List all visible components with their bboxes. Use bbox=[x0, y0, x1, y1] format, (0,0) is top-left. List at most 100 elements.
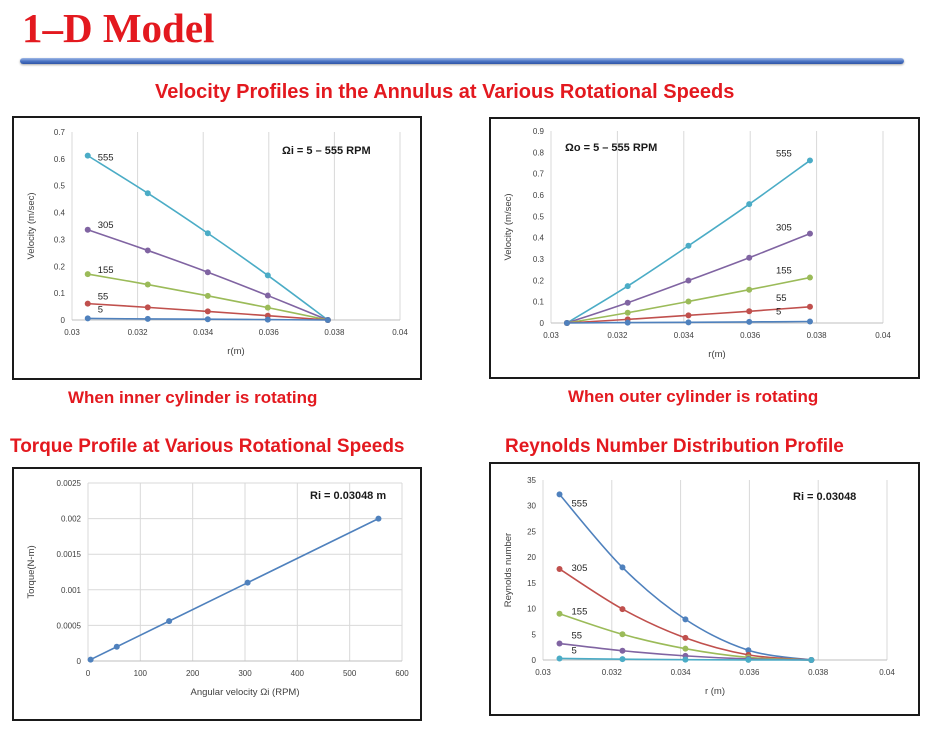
outer-cylinder-caption: When outer cylinder is rotating bbox=[568, 387, 819, 406]
series-label: 55 bbox=[776, 293, 787, 304]
data-point bbox=[264, 272, 271, 279]
data-point bbox=[685, 298, 692, 305]
data-point bbox=[806, 303, 813, 310]
data-point bbox=[563, 320, 570, 326]
series-label: 305 bbox=[98, 220, 114, 231]
data-point bbox=[624, 309, 631, 316]
data-point bbox=[244, 579, 251, 586]
data-point bbox=[264, 292, 271, 299]
y-tick-label: 0.4 bbox=[54, 209, 66, 218]
y-tick-label: 0 bbox=[77, 657, 82, 666]
y-tick-label: 35 bbox=[527, 476, 536, 485]
data-point bbox=[204, 230, 211, 237]
y-tick-label: 0.5 bbox=[54, 182, 66, 191]
x-axis-title: r (m) bbox=[705, 686, 725, 697]
data-point bbox=[746, 318, 753, 325]
x-tick-label: 500 bbox=[343, 669, 357, 678]
y-tick-label: 0 bbox=[540, 319, 545, 328]
data-point bbox=[204, 269, 211, 276]
inner-velocity-chart-svg: 0.03 0.032 0.034 0.036 0.038 0.04 0 0.1 0.2 0.3 0.… bbox=[26, 128, 408, 357]
y-tick-label: 0.4 bbox=[533, 234, 545, 243]
y-axis-title: Torque(N-m) bbox=[26, 545, 37, 598]
data-point bbox=[619, 656, 626, 663]
x-tick-label: 0.036 bbox=[740, 331, 761, 340]
inner-velocity-chart: 0.03 0.032 0.034 0.036 0.038 0.04 0 0.1 0.2 0.3 0.… bbox=[12, 116, 422, 380]
x-tick-label: 200 bbox=[186, 669, 200, 678]
x-tick-label: 0.034 bbox=[674, 331, 695, 340]
data-point bbox=[624, 319, 631, 326]
series-label: 155 bbox=[98, 265, 114, 276]
reynolds-heading: Reynolds Number Distribution Profile bbox=[505, 436, 844, 457]
chart-annotation: Ωo = 5 – 555 RPM bbox=[565, 142, 657, 154]
data-point bbox=[746, 201, 753, 208]
x-tick-label: 400 bbox=[291, 669, 305, 678]
data-point bbox=[87, 656, 94, 663]
data-point bbox=[375, 515, 382, 522]
data-point bbox=[685, 319, 692, 326]
outer-velocity-chart-svg: 0.03 0.032 0.034 0.036 0.038 0.04 0 0.1 0.2 0.3 0.… bbox=[503, 127, 891, 360]
y-tick-label: 0.5 bbox=[533, 212, 545, 221]
data-point bbox=[624, 283, 631, 290]
x-tick-label: 0.038 bbox=[324, 328, 345, 337]
data-point bbox=[556, 565, 563, 572]
inner-cylinder-caption: When inner cylinder is rotating bbox=[68, 388, 318, 407]
data-point bbox=[144, 315, 151, 322]
data-point bbox=[619, 606, 626, 613]
data-point bbox=[746, 308, 753, 315]
data-point bbox=[806, 157, 813, 164]
data-point bbox=[685, 242, 692, 249]
y-tick-label: 5 bbox=[532, 630, 537, 639]
x-tick-label: 0.03 bbox=[535, 668, 551, 677]
y-tick-label: 0.0005 bbox=[57, 621, 82, 630]
x-tick-label: 0.03 bbox=[64, 328, 80, 337]
y-tick-label: 0.2 bbox=[533, 276, 545, 285]
x-axis-title: Angular velocity Ωi (RPM) bbox=[191, 687, 300, 698]
data-point bbox=[84, 315, 91, 322]
torque-heading: Torque Profile at Various Rotational Spe… bbox=[10, 436, 405, 457]
y-tick-label: 0.1 bbox=[533, 298, 545, 307]
reynolds-chart: 0.03 0.032 0.034 0.036 0.038 0.04 0 5 10 15 20 25 30… bbox=[489, 462, 920, 716]
data-point bbox=[84, 152, 91, 159]
x-tick-label: 0.038 bbox=[808, 668, 829, 677]
x-tick-label: 0.032 bbox=[607, 331, 628, 340]
y-tick-label: 15 bbox=[527, 579, 536, 588]
x-tick-label: 0.04 bbox=[392, 328, 408, 337]
y-axis-title: Reynolds number bbox=[503, 533, 514, 607]
y-axis-title: Velocity (m/sec) bbox=[26, 192, 37, 259]
data-point bbox=[144, 281, 151, 288]
data-point bbox=[682, 645, 689, 652]
y-tick-label: 0.7 bbox=[54, 128, 66, 137]
x-tick-label: 0.03 bbox=[543, 331, 559, 340]
torque-chart-svg: 0 100 200 300 400 500 600 0 0.0005 0.001 0.0015 0.0… bbox=[26, 479, 409, 698]
y-tick-label: 0.0025 bbox=[57, 479, 82, 488]
data-point bbox=[166, 618, 173, 625]
series-label: 555 bbox=[572, 498, 588, 509]
data-point bbox=[264, 316, 271, 323]
outer-velocity-chart: 0.03 0.032 0.034 0.036 0.038 0.04 0 0.1 0.2 0.3 0.… bbox=[489, 117, 920, 379]
x-tick-label: 0.04 bbox=[879, 668, 895, 677]
data-point bbox=[144, 304, 151, 311]
data-point bbox=[624, 299, 631, 306]
data-point bbox=[204, 308, 211, 315]
y-tick-label: 0 bbox=[532, 656, 537, 665]
data-point bbox=[745, 656, 752, 663]
y-tick-label: 0.3 bbox=[533, 255, 545, 264]
data-point bbox=[806, 230, 813, 237]
data-point bbox=[84, 300, 91, 307]
y-tick-label: 30 bbox=[527, 502, 536, 511]
data-point bbox=[619, 631, 626, 638]
data-point bbox=[556, 610, 563, 617]
x-tick-label: 600 bbox=[395, 669, 409, 678]
data-point bbox=[682, 656, 689, 663]
data-point bbox=[682, 634, 689, 641]
title-rule bbox=[20, 58, 904, 64]
data-point bbox=[84, 271, 91, 278]
series-label: 5 bbox=[776, 307, 781, 318]
series-label: 5 bbox=[572, 645, 577, 656]
y-tick-label: 25 bbox=[527, 527, 536, 536]
data-point bbox=[619, 564, 626, 571]
series-label: 155 bbox=[776, 266, 792, 277]
data-point bbox=[745, 647, 752, 654]
data-point bbox=[556, 640, 563, 647]
velocity-section-heading: Velocity Profiles in the Annulus at Vari… bbox=[155, 81, 735, 103]
